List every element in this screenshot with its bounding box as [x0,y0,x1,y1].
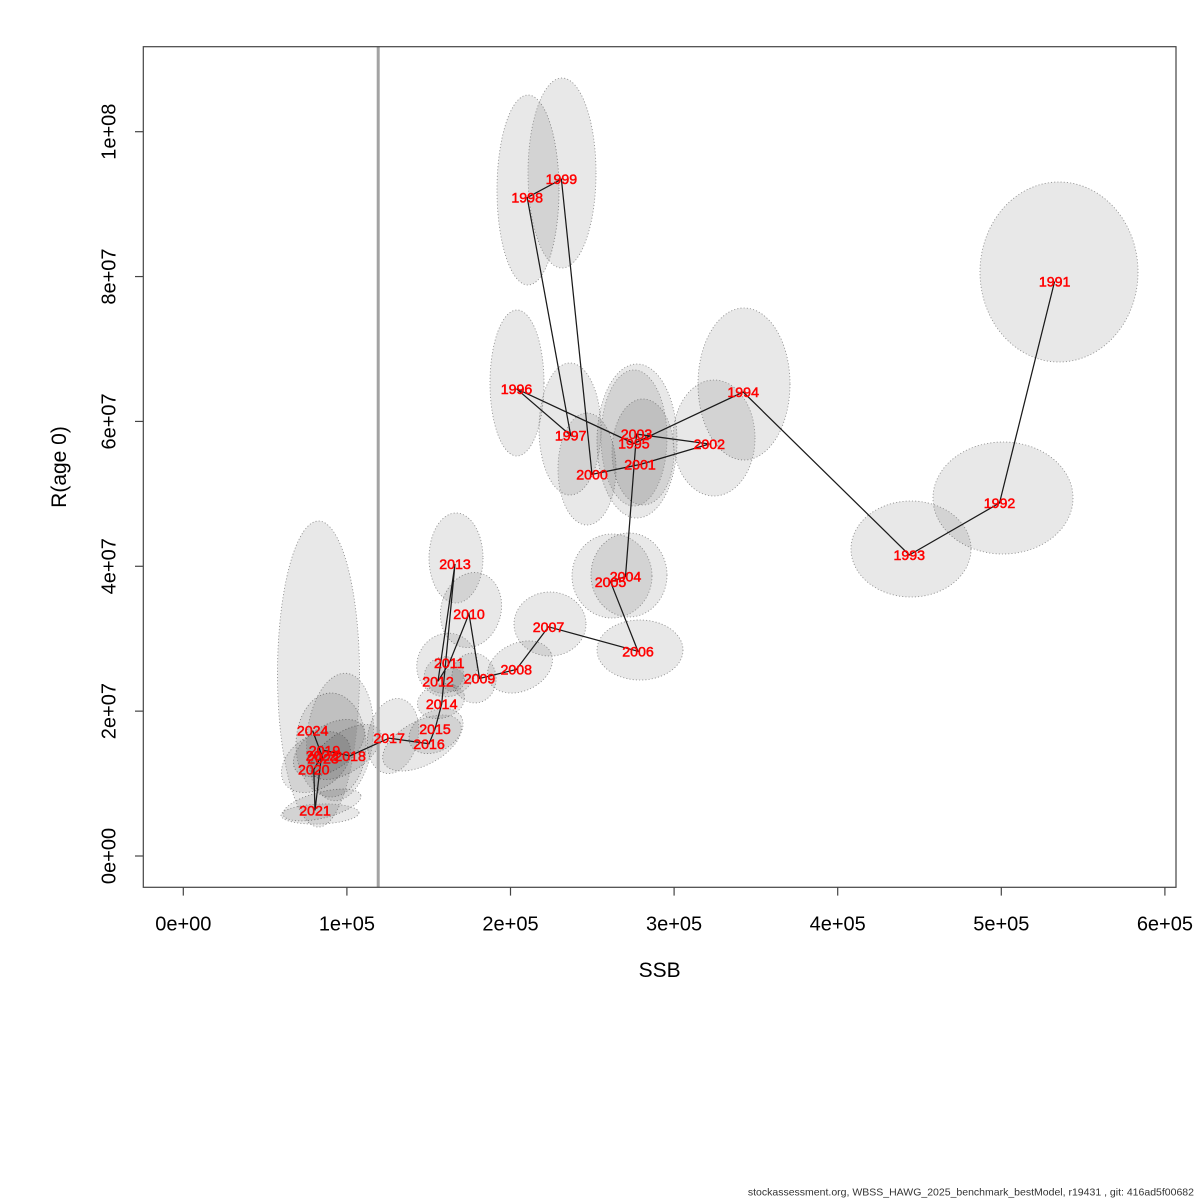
svg-text:2021: 2021 [299,803,331,819]
svg-text:4e+05: 4e+05 [810,914,866,936]
svg-text:2017: 2017 [373,731,405,747]
svg-text:2024: 2024 [297,724,329,740]
svg-text:2006: 2006 [622,644,654,660]
svg-text:2022: 2022 [306,749,338,765]
svg-text:1995: 1995 [618,437,650,453]
svg-text:2004: 2004 [610,570,642,586]
svg-text:1e+05: 1e+05 [319,914,375,936]
svg-text:3e+05: 3e+05 [646,914,702,936]
svg-text:2e+05: 2e+05 [482,914,538,936]
svg-text:2e+07: 2e+07 [99,683,121,739]
svg-text:1996: 1996 [501,382,533,398]
svg-text:0e+00: 0e+00 [155,914,211,936]
svg-text:2015: 2015 [419,722,451,738]
svg-text:6e+05: 6e+05 [1137,914,1193,936]
svg-text:2003: 2003 [621,427,653,443]
svg-text:2007: 2007 [533,620,565,636]
svg-text:2009: 2009 [464,672,496,688]
svg-text:2018: 2018 [334,749,366,765]
svg-text:2012: 2012 [422,674,454,690]
svg-text:1994: 1994 [727,385,759,401]
svg-text:1991: 1991 [1039,275,1071,291]
svg-text:1992: 1992 [984,496,1016,512]
svg-text:5e+05: 5e+05 [973,914,1029,936]
svg-text:2016: 2016 [413,737,445,753]
svg-text:2011: 2011 [434,656,465,672]
svg-text:0e+00: 0e+00 [99,828,121,884]
svg-text:4e+07: 4e+07 [99,538,121,594]
svg-text:1999: 1999 [546,172,578,188]
svg-text:1997: 1997 [555,429,587,445]
svg-text:8e+07: 8e+07 [99,248,121,304]
svg-text:2019: 2019 [309,744,341,760]
svg-text:1e+08: 1e+08 [99,104,121,160]
svg-text:2000: 2000 [576,467,608,483]
svg-text:2010: 2010 [453,607,485,623]
svg-text:SSB: SSB [639,959,681,982]
svg-text:2005: 2005 [595,575,627,591]
svg-text:2020: 2020 [298,763,330,779]
svg-text:2023: 2023 [307,752,339,768]
svg-text:2014: 2014 [426,697,458,713]
svg-text:1998: 1998 [511,191,543,207]
svg-text:2002: 2002 [694,437,726,453]
svg-text:1993: 1993 [894,548,926,564]
svg-text:R(age 0): R(age 0) [48,426,71,508]
svg-text:2001: 2001 [624,458,656,474]
svg-text:2008: 2008 [501,663,533,679]
svg-text:stockassessment.org, WBSS_HAWG: stockassessment.org, WBSS_HAWG_2025_benc… [748,1187,1194,1199]
svg-text:6e+07: 6e+07 [99,393,121,449]
svg-text:2013: 2013 [439,557,471,573]
